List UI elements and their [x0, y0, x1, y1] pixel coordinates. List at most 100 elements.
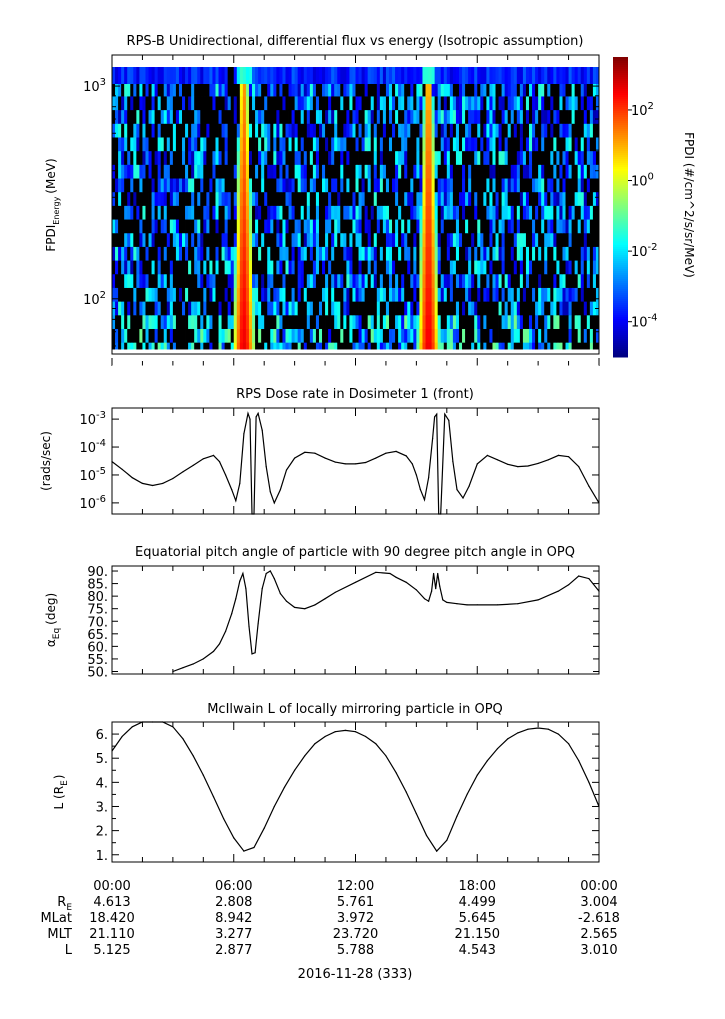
spectrogram-cell [151, 260, 156, 275]
spectrogram-cell [398, 205, 402, 220]
spectrogram-cell [416, 191, 420, 206]
colorbar-segment [613, 187, 628, 190]
colorbar-tick-label: 100 [631, 172, 654, 190]
mcilwain-l-data-point [121, 735, 123, 738]
spectrogram-cell [148, 260, 152, 275]
spectrogram-cell [541, 191, 545, 206]
spectrogram-cell [595, 219, 600, 234]
spectrogram-cell [188, 314, 192, 329]
spectrogram-cell-top [206, 67, 210, 84]
spectrogram-cell [133, 246, 137, 261]
spectrogram-cell [443, 96, 448, 111]
time-row-value: 23.720 [333, 927, 379, 942]
spectrogram-cell-top [574, 67, 579, 84]
spectrogram-cell [267, 205, 271, 220]
spectrogram-cell [112, 328, 116, 343]
dose-rate-data-point [212, 454, 215, 456]
spectrogram-cell [480, 123, 484, 138]
colorbar-segment [613, 335, 628, 338]
spectrogram-cell [553, 260, 557, 275]
spectrogram-cell [191, 328, 195, 343]
spectrogram-cell [468, 123, 472, 138]
spectrogram-cell [300, 191, 305, 206]
spectrogram-cell [340, 301, 344, 316]
spectrogram-cell [188, 82, 192, 97]
spectrogram-cell [227, 314, 232, 329]
spectrogram-cell [495, 328, 499, 343]
spectrogram-cell [303, 287, 308, 302]
spectrogram-cell [203, 342, 207, 350]
spectrogram-cell [498, 232, 502, 247]
spectrogram-cell [367, 123, 372, 138]
spectrogram-cell [474, 137, 478, 152]
spectrogram-cell [468, 328, 472, 343]
spectrogram-cell [166, 137, 171, 152]
colorbar-segment [613, 143, 628, 146]
spectrogram-cell [492, 123, 496, 138]
pitch-angle-data-point [442, 599, 444, 601]
spectrogram-cell [388, 96, 393, 111]
spectrogram-cell [455, 164, 460, 179]
spectrogram-cell [541, 109, 545, 124]
pitch-angle-data-point [245, 588, 247, 590]
spectrogram-cell [197, 164, 201, 179]
spectrogram-cell [574, 109, 579, 124]
spectrogram-cell [151, 164, 156, 179]
spectrogram-cell [288, 205, 292, 220]
spectrogram-cell [376, 301, 381, 316]
spectrogram-cell-top [398, 67, 402, 84]
spectrogram-cell [273, 205, 277, 220]
spectrogram-cell [182, 301, 186, 316]
spectrogram-cell [574, 150, 579, 165]
spectrogram-cell [182, 178, 186, 193]
colorbar-segment [613, 61, 628, 64]
spectrogram-cell [580, 273, 585, 288]
spectrogram-cell [215, 273, 219, 288]
spectrogram-cell [285, 137, 289, 152]
spectrogram-cell [465, 246, 469, 261]
spectrogram-cell [245, 328, 250, 343]
spectrogram-cell [471, 246, 475, 261]
pitch-angle-data-point [517, 603, 519, 605]
mcilwain-l-ytick-label: 4. [96, 776, 108, 791]
spectrogram-cell [355, 273, 359, 288]
colorbar-segment [613, 157, 628, 160]
spectrogram-cell [504, 273, 509, 288]
spectrogram-cell [124, 273, 128, 288]
spectrogram-cell [221, 342, 226, 350]
spectrogram-cell-top [428, 67, 432, 84]
spectrogram-cell [373, 123, 378, 138]
spectrogram-cell [510, 150, 515, 165]
mcilwain-l-data-point [344, 729, 346, 732]
spectrogram-cell [203, 205, 207, 220]
spectrogram-cell [200, 96, 204, 111]
spectrogram-cell [322, 219, 326, 234]
spectrogram-cell [157, 96, 162, 111]
spectrogram-cell [255, 287, 259, 302]
spectrogram-cell [376, 150, 381, 165]
spectrogram-cell [364, 191, 369, 206]
colorbar-segment [613, 197, 628, 200]
spectrogram-cell [474, 123, 478, 138]
spectrogram-cell [538, 301, 542, 316]
spectrogram-cell [279, 273, 283, 288]
spectrogram-cell [206, 164, 210, 179]
spectrogram-cell [242, 96, 247, 111]
spectrogram-cell [404, 301, 408, 316]
spectrogram-cell [528, 287, 533, 302]
spectrogram-cell [185, 96, 189, 111]
spectrogram-cell [468, 109, 472, 124]
spectrogram-cell [206, 328, 210, 343]
colorbar-segment [613, 193, 628, 196]
spectrogram-cell [440, 178, 445, 193]
spectrogram-cell [516, 205, 521, 220]
spectrogram-cell [221, 328, 226, 343]
spectrogram-cell [203, 178, 207, 193]
spectrogram-cell-top [188, 67, 192, 84]
spectrogram-cell [309, 301, 314, 316]
spectrogram-cell [188, 328, 192, 343]
spectrogram-cell [410, 260, 414, 275]
spectrogram-cell [252, 328, 256, 343]
spectrogram-cell [416, 260, 420, 275]
mcilwain-l-data-point [578, 760, 580, 762]
